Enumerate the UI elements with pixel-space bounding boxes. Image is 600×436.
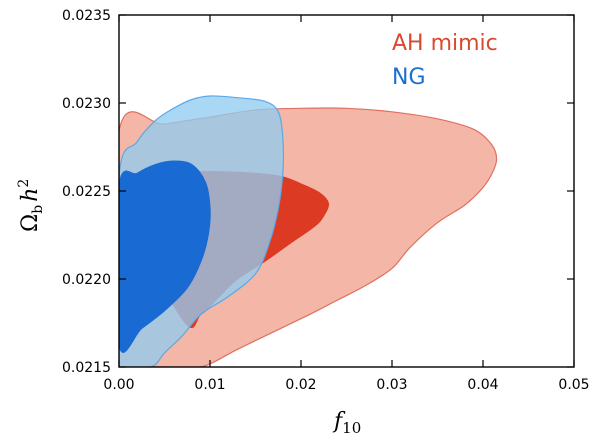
legend-label-ng: NG: [392, 65, 426, 90]
y-tick-label: 0.0235: [62, 8, 111, 24]
contour-ng-68pct: [119, 160, 211, 353]
legend-label-ah-mimic: AH mimic: [392, 31, 498, 56]
x-tick-label: 0.05: [558, 377, 589, 393]
y-axis-label-subscript-b: b: [30, 205, 46, 214]
y-axis-label-omega: Ω: [18, 214, 43, 232]
x-tick-label: 0.02: [285, 377, 316, 393]
y-tick-label: 0.0230: [62, 96, 111, 112]
y-axis-label: Ωbh2: [16, 179, 46, 232]
y-axis-label-superscript: 2: [16, 179, 32, 188]
x-axis-label-subscript: 10: [342, 419, 361, 436]
contour-layer: [119, 95, 498, 367]
x-tick-label: 0.04: [467, 377, 498, 393]
y-tick-label: 0.0225: [62, 184, 111, 200]
y-tick-label: 0.0220: [62, 272, 111, 288]
x-tick-label: 0.00: [103, 377, 134, 393]
x-tick-label: 0.01: [194, 377, 225, 393]
tick-layer: 0.00 0.01 0.02 0.03 0.04 0.05 0.0215 0.0220 0.02…: [62, 8, 590, 393]
x-tick-label: 0.03: [376, 377, 407, 393]
y-axis-label-h: h: [18, 188, 43, 202]
y-tick-label: 0.0215: [62, 360, 111, 376]
